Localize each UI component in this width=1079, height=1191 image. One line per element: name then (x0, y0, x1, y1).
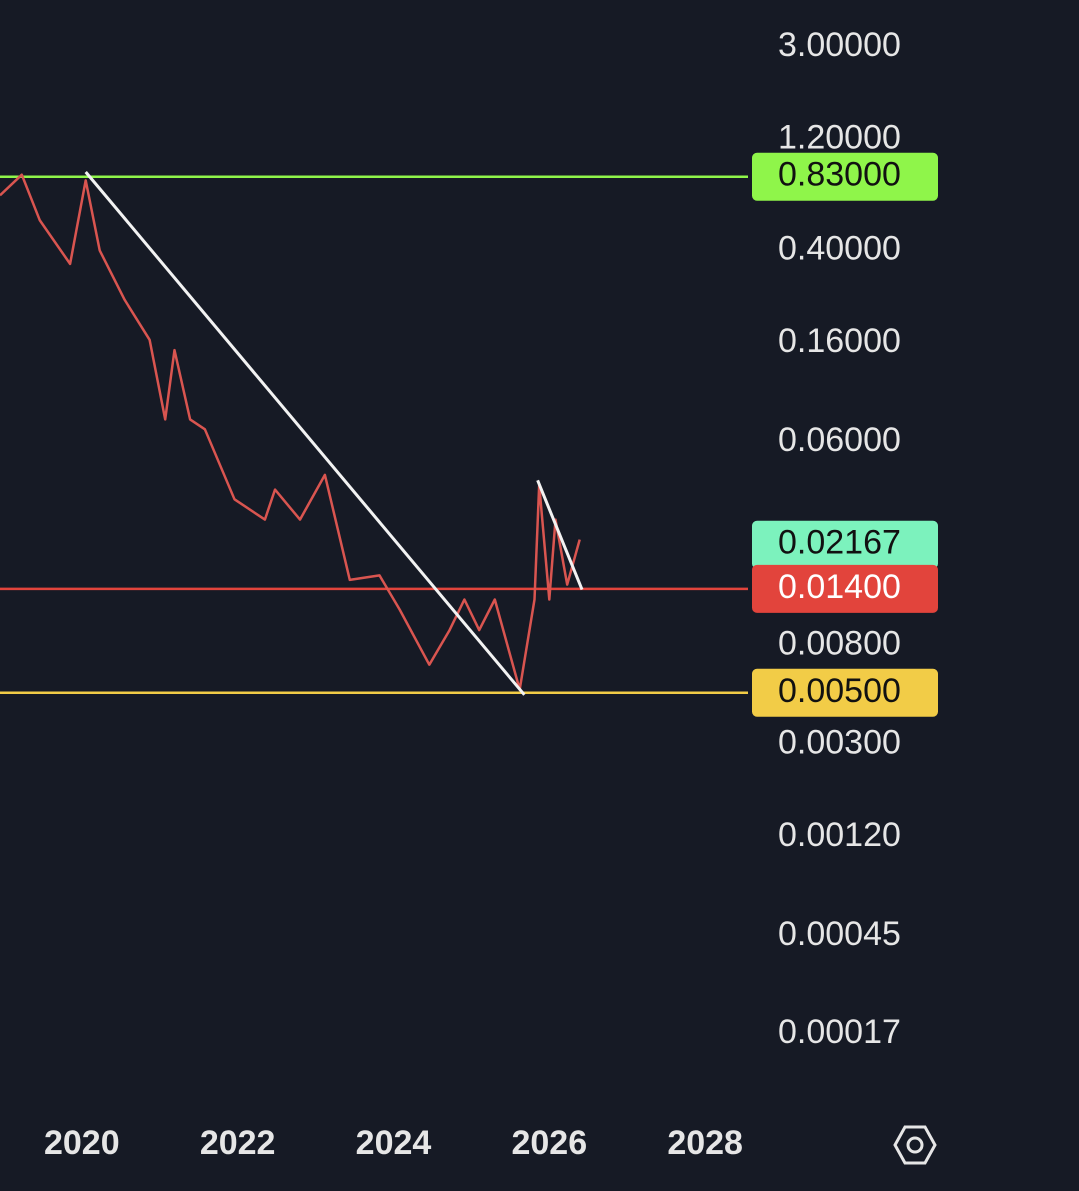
price-level-box (752, 520, 938, 569)
x-tick-label: 2026 (511, 1124, 587, 1162)
price-level-box (752, 152, 938, 201)
settings-hex[interactable] (893, 1125, 937, 1165)
x-tick-label: 2024 (356, 1124, 432, 1162)
x-tick-label: 2020 (44, 1124, 120, 1162)
settings-circle[interactable] (906, 1136, 924, 1154)
price-level-label: 0.02167 (778, 524, 901, 562)
price-line (0, 173, 581, 691)
y-tick-label: 0.00800 (778, 624, 901, 662)
y-tick-label: 0.16000 (778, 322, 901, 360)
settings-icon[interactable] (893, 1125, 937, 1165)
price-level-label: 0.00500 (778, 672, 901, 710)
y-tick-label: 0.00017 (778, 1013, 901, 1051)
x-tick-label: 2022 (200, 1124, 276, 1162)
price-level-box (752, 668, 938, 717)
y-tick-label: 0.40000 (778, 229, 901, 267)
price-level-label: 0.01400 (778, 568, 901, 606)
y-tick-label: 0.06000 (778, 421, 901, 459)
trend-line (84, 171, 526, 696)
y-tick-label: 0.00120 (778, 816, 901, 854)
y-tick-label: 1.20000 (778, 119, 901, 157)
trend-line (536, 479, 584, 591)
y-tick-label: 0.00300 (778, 723, 901, 761)
x-tick-label: 2028 (667, 1124, 743, 1162)
price-level-label: 0.83000 (778, 156, 901, 194)
price-level-box (752, 564, 938, 613)
y-tick-label: 0.00045 (778, 915, 901, 953)
y-tick-label: 3.00000 (778, 26, 901, 64)
